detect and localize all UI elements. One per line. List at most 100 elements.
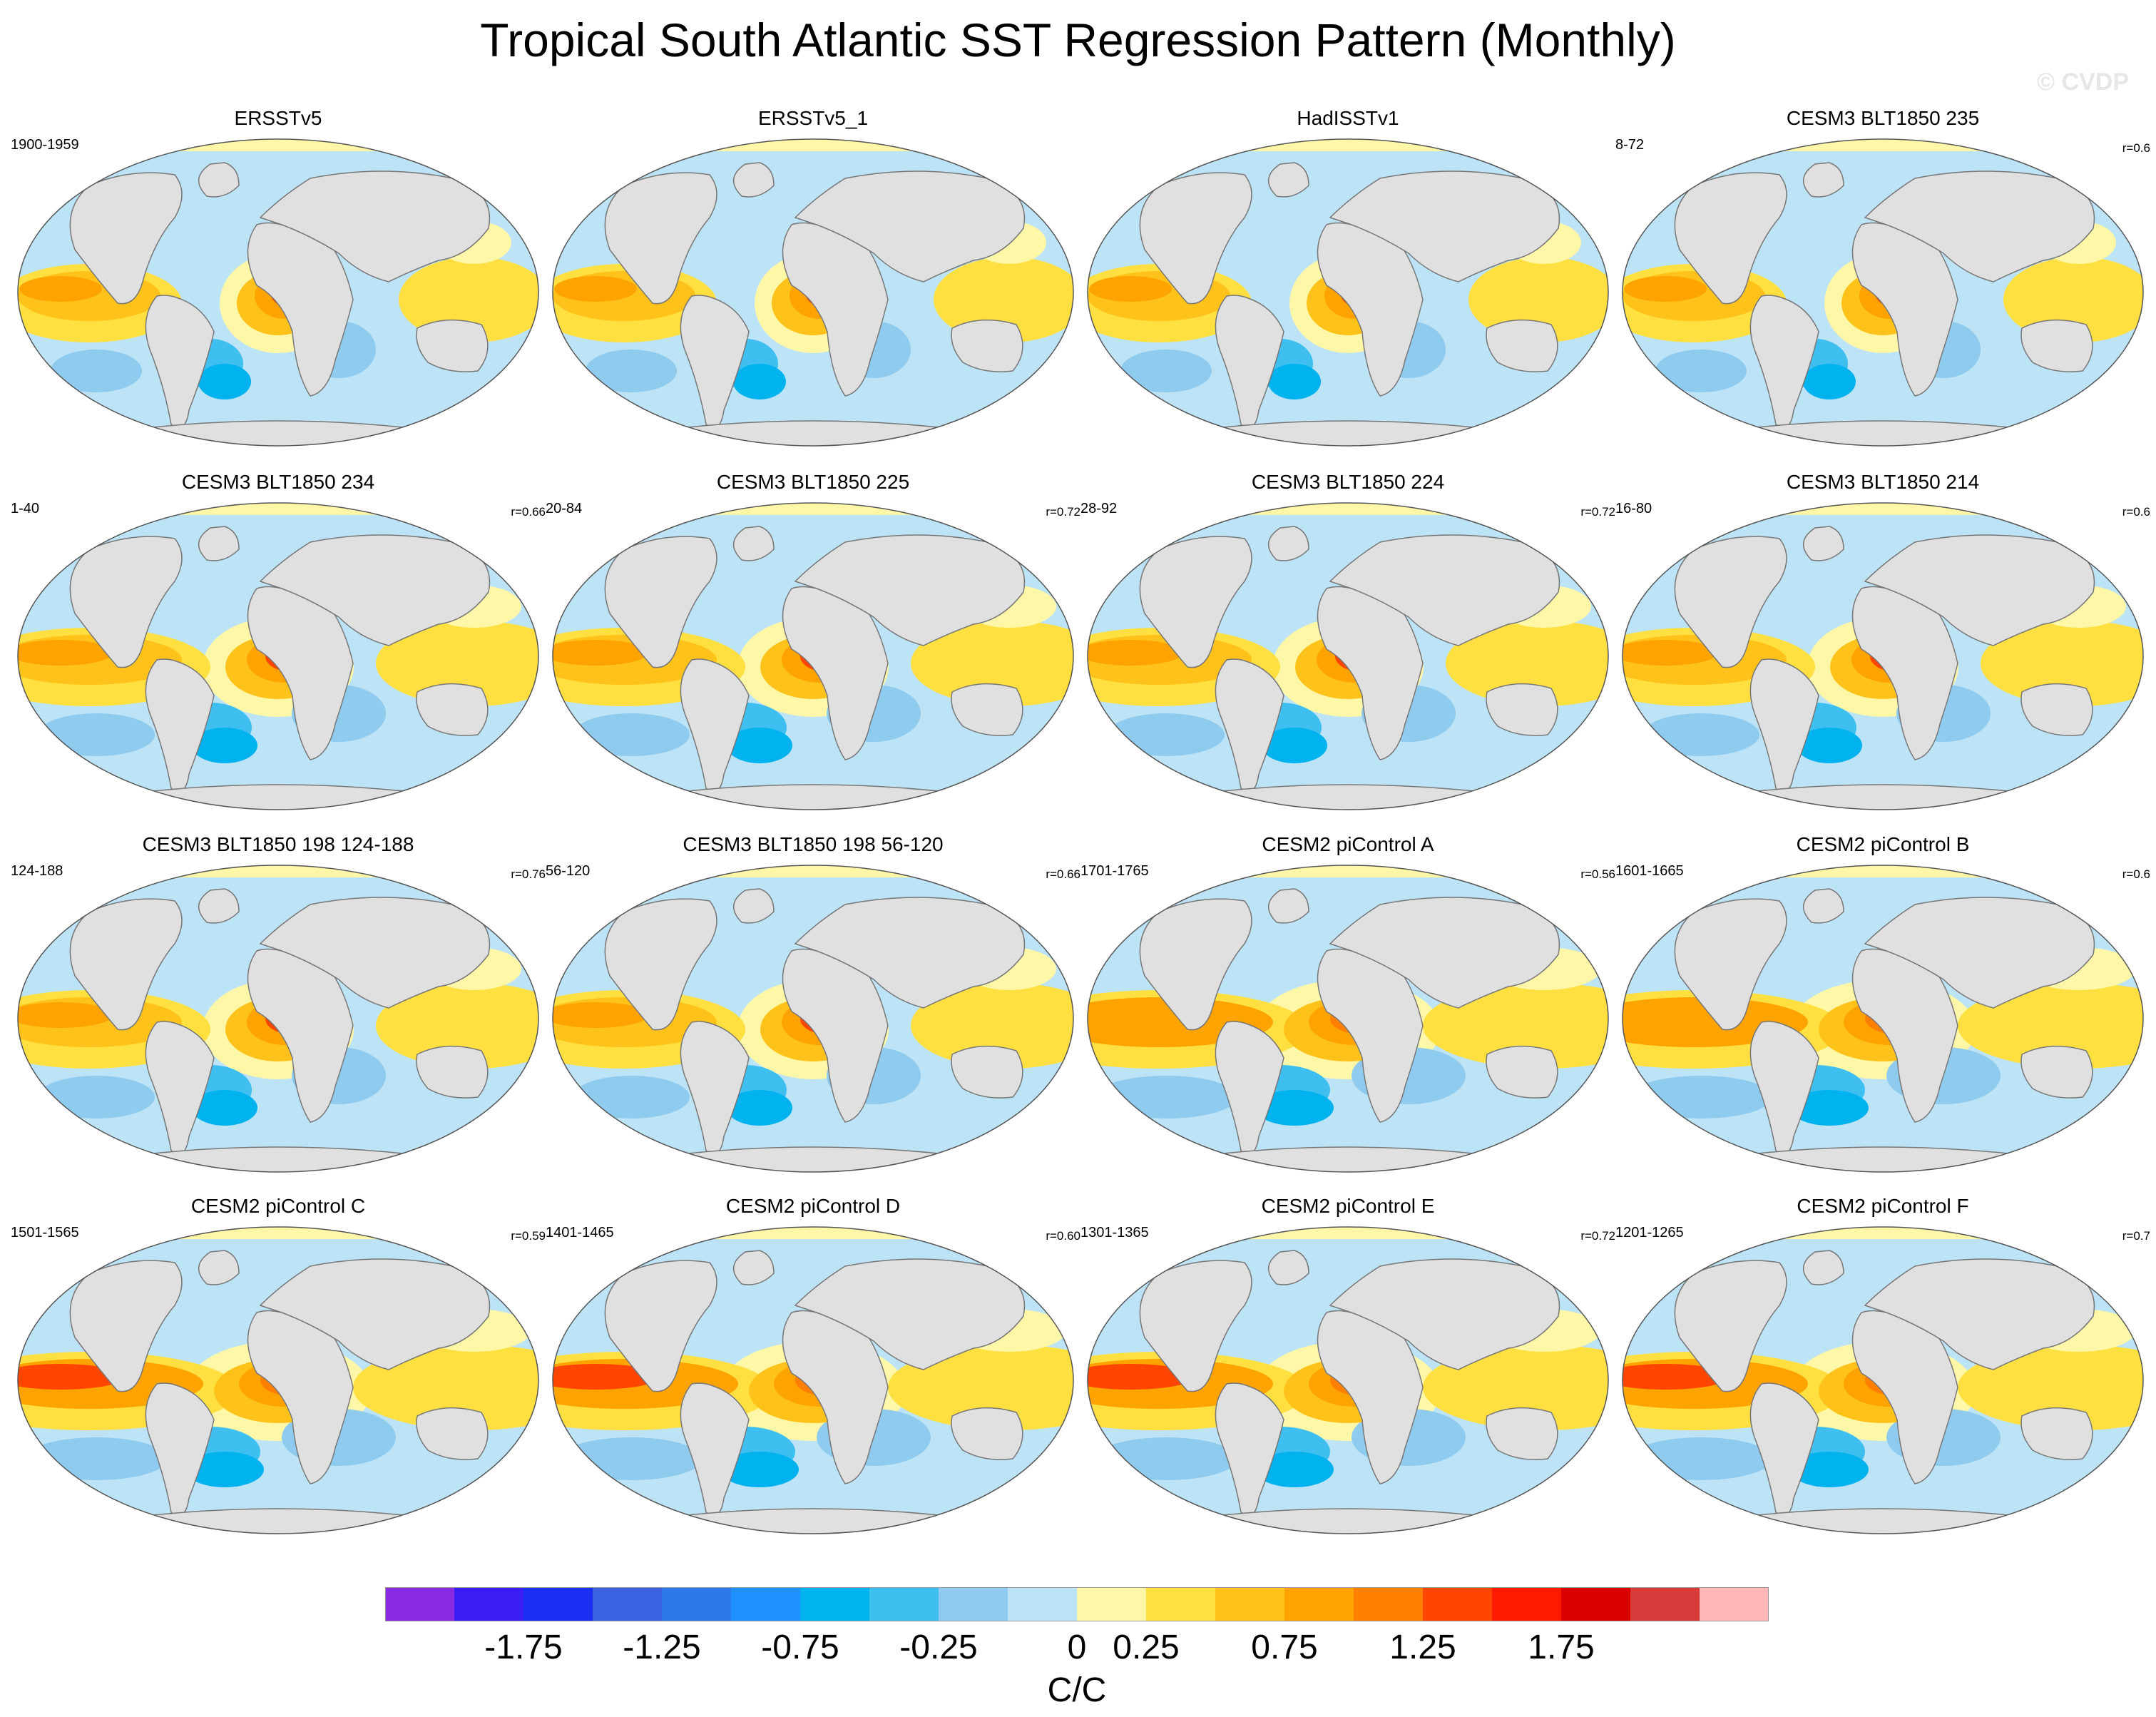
sst-anomaly-region xyxy=(1446,621,1608,706)
sst-anomaly-region xyxy=(1623,640,1718,666)
map-panel: CESM3 BLT1850 224 28-92 r=0.72 xyxy=(1080,471,1615,827)
panel-title: CESM2 piControl D xyxy=(725,1195,901,1217)
polar-band xyxy=(1088,503,1608,515)
map-panel: ERSSTv5 1900-1959 xyxy=(11,107,546,464)
land-mass xyxy=(259,170,491,282)
sst-anomaly-region xyxy=(1630,1437,1772,1480)
sst-anomaly-region xyxy=(554,276,637,302)
land-mass xyxy=(1486,1045,1558,1099)
colorbar-swatch xyxy=(1215,1587,1284,1621)
sst-anomaly-region xyxy=(376,621,538,706)
map-panel: CESM2 piControl B 1601-1665 r=0.6 xyxy=(1615,833,2150,1190)
land-mass xyxy=(416,683,489,736)
land-mass xyxy=(1674,898,1787,1031)
map-panel: CESM2 piControl A 1701-1765 r=0.56 xyxy=(1080,833,1615,1190)
panel-period: 1201-1265 xyxy=(1615,1225,1684,1240)
sst-anomaly-region xyxy=(1088,1364,1195,1390)
map-plot xyxy=(1622,502,2144,810)
polar-band xyxy=(1088,139,1608,151)
land-mass xyxy=(1268,888,1309,924)
panel-title: CESM3 BLT1850 234 xyxy=(181,471,375,493)
colorbar-swatch xyxy=(869,1587,939,1621)
polar-band xyxy=(1623,1227,2143,1239)
panel-period: 28-92 xyxy=(1080,501,1118,516)
map-border xyxy=(17,502,539,810)
land-mass xyxy=(1749,1508,2016,1534)
colorbar-swatch xyxy=(593,1587,662,1621)
land-mass xyxy=(733,162,775,198)
land-mass xyxy=(259,1258,491,1370)
map-plot xyxy=(1087,138,1609,447)
panel-correlation: r=0.56 xyxy=(1580,867,1615,881)
land-mass xyxy=(1864,170,2095,282)
land-mass xyxy=(2020,319,2093,372)
colorbar: -1.75 -1.25 -0.75 -0.25 0 0.25 0.75 1.25 1.75 C/C xyxy=(385,1587,1769,1708)
land-mass xyxy=(1215,1021,1284,1155)
map-panel: CESM3 BLT1850 214 16-80 r=0.6 xyxy=(1615,471,2150,827)
land-mass xyxy=(604,172,717,305)
map-plot xyxy=(552,1226,1074,1534)
land-mass xyxy=(145,1382,215,1517)
panel-correlation: r=0.60 xyxy=(1046,1229,1080,1243)
map-plot xyxy=(552,502,1074,810)
panel-title: CESM2 piControl A xyxy=(1262,833,1434,855)
land-mass xyxy=(1749,658,1819,793)
panel-period: 1900-1959 xyxy=(11,137,79,153)
land-mass xyxy=(1215,420,1481,446)
land-mass xyxy=(794,1258,1026,1370)
colorbar-swatch xyxy=(385,1587,454,1621)
sst-anomaly-region xyxy=(18,1364,125,1390)
land-mass xyxy=(1139,536,1252,668)
panel-correlation: r=0.6 xyxy=(2122,141,2150,155)
colorbar-swatch xyxy=(1423,1587,1492,1621)
land-mass xyxy=(1139,172,1252,305)
map-panel: CESM2 piControl F 1201-1265 r=0.7 xyxy=(1615,1195,2150,1552)
colorbar-swatch xyxy=(1561,1587,1630,1621)
panel-title: CESM3 BLT1850 235 xyxy=(1786,107,1980,129)
polar-band xyxy=(1623,503,2143,515)
map-border xyxy=(1622,865,2144,1173)
land-mass xyxy=(69,898,183,1031)
panel-title: CESM3 BLT1850 224 xyxy=(1251,471,1445,493)
land-mass xyxy=(1864,897,2095,1009)
colorbar-swatch xyxy=(1146,1587,1215,1621)
land-mass xyxy=(1215,658,1284,793)
panel-title: CESM2 piControl C xyxy=(190,1195,366,1217)
sst-anomaly-region xyxy=(1981,621,2143,706)
map-plot xyxy=(1087,1226,1609,1534)
map-plot xyxy=(17,502,539,810)
colorbar-tick-label: 1.75 xyxy=(1528,1629,1594,1666)
sst-anomaly-region xyxy=(1642,713,1759,756)
colorbar-tick-label: -1.25 xyxy=(623,1629,700,1666)
sst-anomaly-region xyxy=(38,713,155,756)
map-border xyxy=(1087,1226,1609,1534)
panel-period: 56-120 xyxy=(546,863,591,879)
land-mass xyxy=(951,683,1023,736)
panel-period: 20-84 xyxy=(546,501,583,516)
map-border xyxy=(1087,865,1609,1173)
land-mass xyxy=(1749,784,2016,810)
map-border xyxy=(1622,138,2144,447)
land-mass xyxy=(1215,295,1284,429)
map-plot xyxy=(1087,865,1609,1173)
map-panel: ERSSTv5_1 xyxy=(546,107,1080,464)
land-mass xyxy=(794,897,1026,1009)
land-mass xyxy=(259,897,491,1009)
panel-period: 8-72 xyxy=(1615,137,1645,153)
panel-title: CESM3 BLT1850 225 xyxy=(716,471,910,493)
colorbar-swatch xyxy=(1008,1587,1077,1621)
polar-band xyxy=(1623,865,2143,877)
land-mass xyxy=(794,170,1026,282)
panel-period: 1601-1665 xyxy=(1615,863,1684,879)
land-mass xyxy=(1749,1021,1819,1155)
panel-correlation: r=0.66 xyxy=(1046,867,1080,881)
land-mass xyxy=(794,534,1026,646)
map-panel: CESM3 BLT1850 234 1-40 r=0.66 xyxy=(11,471,546,827)
map-plot xyxy=(17,1226,539,1534)
polar-band xyxy=(1088,1227,1608,1239)
land-mass xyxy=(1864,1258,2095,1370)
map-panel: CESM2 piControl D 1401-1465 r=0.60 xyxy=(546,1195,1080,1552)
colorbar-swatch xyxy=(939,1587,1008,1621)
sst-anomaly-region xyxy=(727,728,792,763)
land-mass xyxy=(1329,534,1560,646)
